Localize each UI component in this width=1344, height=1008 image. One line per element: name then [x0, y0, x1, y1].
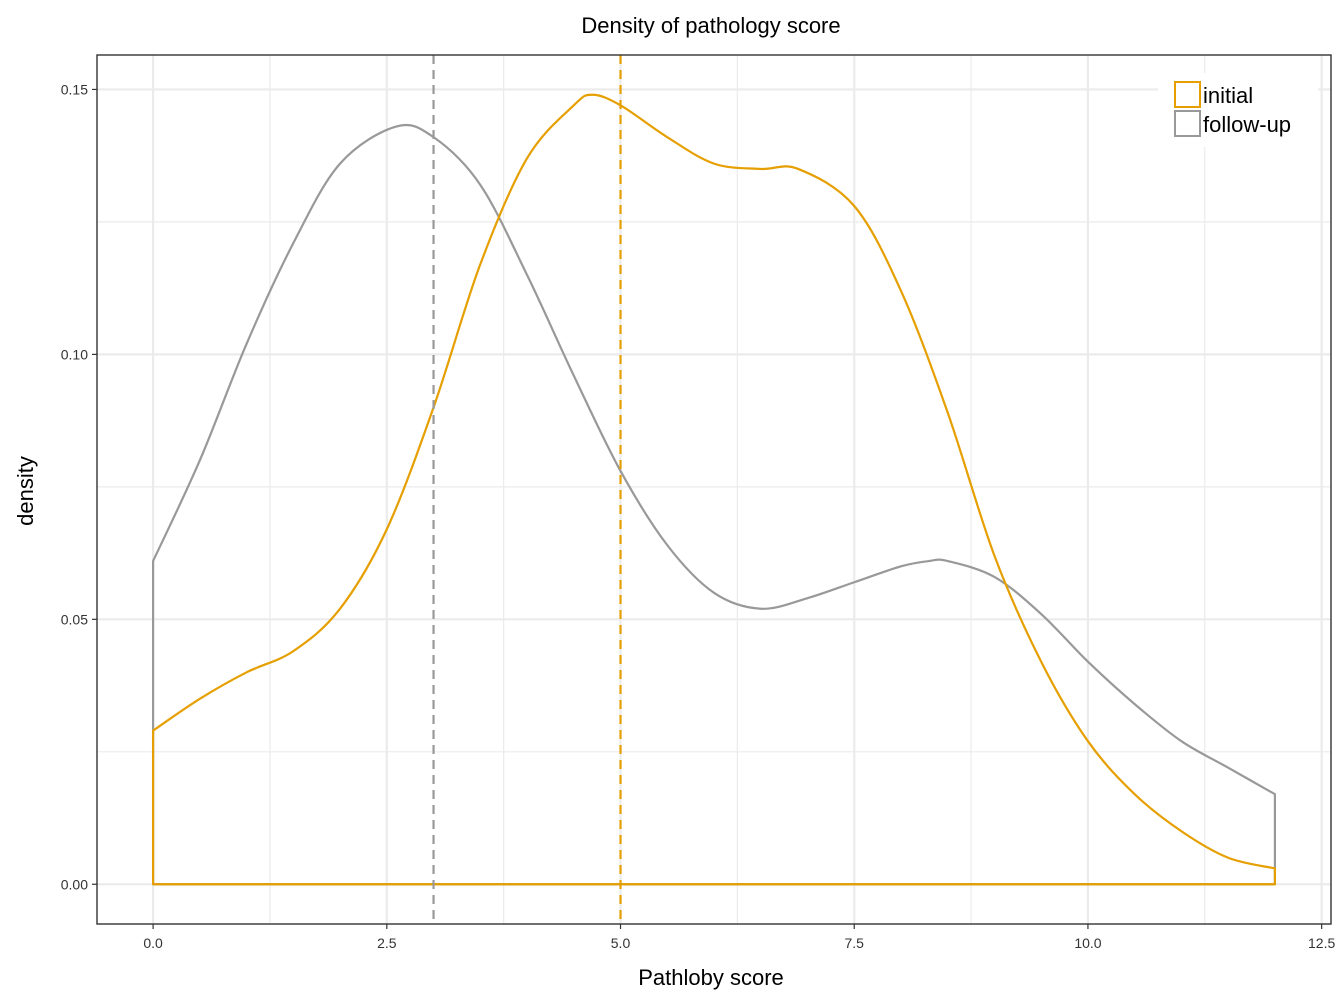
x-axis-title: Pathloby score [638, 965, 784, 990]
y-axis-title: density [13, 456, 38, 526]
legend: initial follow-up [1158, 73, 1318, 147]
y-tick-label: 0.15 [61, 81, 88, 97]
chart-title: Density of pathology score [581, 13, 840, 38]
panel-border [96, 54, 1332, 925]
legend-label-initial: initial [1203, 83, 1253, 108]
y-tick-label: 0.00 [61, 876, 88, 892]
grid-minor [97, 55, 1331, 924]
x-tick-label: 12.5 [1308, 935, 1335, 951]
legend-key-follow-up [1174, 110, 1201, 137]
x-tick-label: 7.5 [844, 935, 864, 951]
x-tick-label: 5.0 [611, 935, 631, 951]
y-axis-ticks: 0.00 0.05 0.10 0.15 [61, 81, 97, 892]
density-curve-follow-up [151, 123, 1277, 886]
grid-major [97, 55, 1331, 924]
y-tick-label: 0.10 [61, 346, 88, 362]
x-tick-label: 10.0 [1074, 935, 1101, 951]
legend-label-follow-up: follow-up [1203, 112, 1291, 137]
density-curve-initial [151, 93, 1277, 886]
legend-key-initial [1174, 81, 1201, 108]
density-areas [151, 93, 1277, 886]
x-tick-label: 2.5 [377, 935, 397, 951]
mean-lines [432, 55, 622, 924]
x-tick-label: 0.0 [143, 935, 163, 951]
y-tick-label: 0.05 [61, 611, 88, 627]
x-axis-ticks: 0.0 2.5 5.0 7.5 10.0 12.5 [143, 924, 1335, 951]
